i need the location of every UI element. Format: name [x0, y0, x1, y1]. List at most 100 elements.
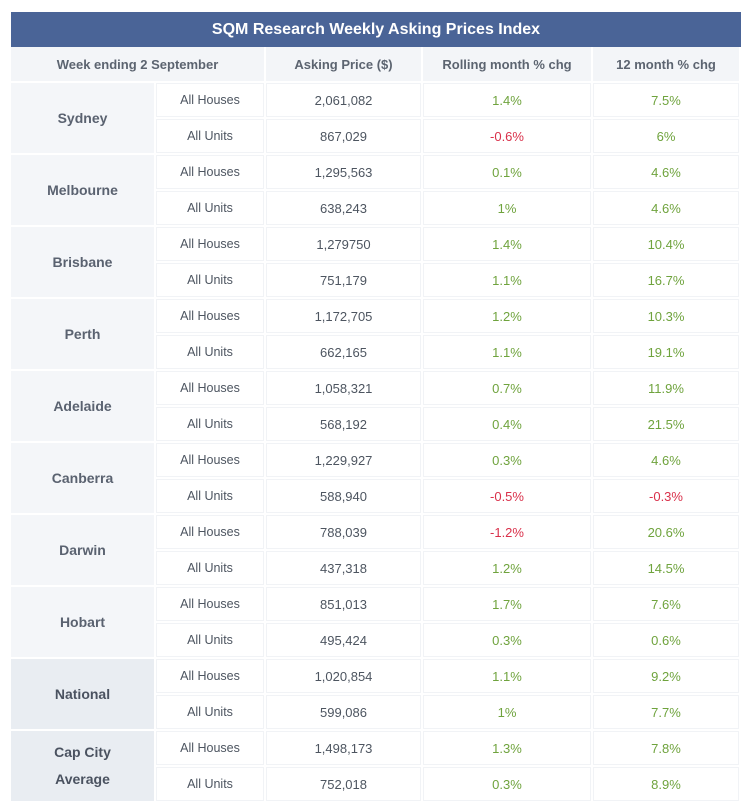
table-row: Darwin All Houses 788,039 -1.2% 20.6%: [11, 515, 741, 587]
twelve-month-change-cell: 20.6%: [593, 515, 741, 551]
rolling-month-change-cell: 1.2%: [423, 551, 593, 587]
asking-price-cell: 1,498,173: [266, 731, 423, 767]
twelve-month-change-cell: 7.8%: [593, 731, 741, 767]
twelve-month-change-cell: 21.5%: [593, 407, 741, 443]
rolling-month-change-cell: 1.2%: [423, 299, 593, 335]
rolling-month-change-cell: 0.7%: [423, 371, 593, 407]
city-cell: Darwin: [11, 515, 156, 587]
twelve-month-change-cell: 0.6%: [593, 623, 741, 659]
dwelling-type-cell: All Units: [156, 335, 266, 371]
asking-price-cell: 1,172,705: [266, 299, 423, 335]
asking-price-cell: 599,086: [266, 695, 423, 731]
dwelling-type-cell: All Houses: [156, 371, 266, 407]
twelve-month-change-cell: 8.9%: [593, 767, 741, 803]
asking-price-cell: 851,013: [266, 587, 423, 623]
asking-price-cell: 867,029: [266, 119, 423, 155]
dwelling-type-cell: All Units: [156, 767, 266, 803]
twelve-month-change-cell: 14.5%: [593, 551, 741, 587]
dwelling-type-cell: All Units: [156, 695, 266, 731]
dwelling-type-cell: All Units: [156, 191, 266, 227]
table-row: Sydney All Houses 2,061,082 1.4% 7.5%: [11, 83, 741, 155]
twelve-month-change-cell: 9.2%: [593, 659, 741, 695]
header-twelve-month: 12 month % chg: [593, 47, 741, 83]
dwelling-type-cell: All Houses: [156, 659, 266, 695]
table-row: National All Houses 1,020,854 1.1% 9.2%: [11, 659, 741, 731]
city-label-line: Average: [55, 771, 110, 787]
table-row: Brisbane All Houses 1,279750 1.4% 10.4%: [11, 227, 741, 299]
table-row: Hobart All Houses 851,013 1.7% 7.6%: [11, 587, 741, 659]
table-row: All Units 599,086 1% 7.7%: [11, 695, 741, 731]
dwelling-type-cell: All Units: [156, 551, 266, 587]
rolling-month-change-cell: 1.1%: [423, 335, 593, 371]
asking-price-cell: 788,039: [266, 515, 423, 551]
rolling-month-change-cell: 0.4%: [423, 407, 593, 443]
table-row: All Units 437,318 1.2% 14.5%: [11, 551, 741, 587]
dwelling-type-cell: All Units: [156, 263, 266, 299]
dwelling-type-cell: All Houses: [156, 227, 266, 263]
table-row: Adelaide All Houses 1,058,321 0.7% 11.9%: [11, 371, 741, 443]
rolling-month-change-cell: 1%: [423, 191, 593, 227]
twelve-month-change-cell: 10.3%: [593, 299, 741, 335]
asking-price-cell: 1,295,563: [266, 155, 423, 191]
dwelling-type-cell: All Houses: [156, 83, 266, 119]
asking-price-cell: 752,018: [266, 767, 423, 803]
table-row: Cap City Average All Houses 1,498,173 1.3% 7.…: [11, 731, 741, 803]
table-row: Melbourne All Houses 1,295,563 0.1% 4.6%: [11, 155, 741, 227]
rolling-month-change-cell: 1.4%: [423, 227, 593, 263]
twelve-month-change-cell: 4.6%: [593, 191, 741, 227]
city-label-line: Cap City: [54, 744, 111, 760]
table-row: Perth All Houses 1,172,705 1.2% 10.3%: [11, 299, 741, 371]
rolling-month-change-cell: 1.3%: [423, 731, 593, 767]
asking-price-cell: 662,165: [266, 335, 423, 371]
asking-price-cell: 568,192: [266, 407, 423, 443]
rolling-month-change-cell: 1.1%: [423, 659, 593, 695]
rolling-month-change-cell: -0.6%: [423, 119, 593, 155]
table-row: All Units 662,165 1.1% 19.1%: [11, 335, 741, 371]
table-row: All Units 495,424 0.3% 0.6%: [11, 623, 741, 659]
table-row: All Units 588,940 -0.5% -0.3%: [11, 479, 741, 515]
twelve-month-change-cell: 19.1%: [593, 335, 741, 371]
city-cell: Adelaide: [11, 371, 156, 443]
table-body: Sydney All Houses 2,061,082 1.4% 7.5% All Uni…: [11, 83, 741, 803]
dwelling-type-cell: All Units: [156, 623, 266, 659]
dwelling-type-cell: All Houses: [156, 587, 266, 623]
rolling-month-change-cell: 0.3%: [423, 767, 593, 803]
table-row: All Units 752,018 0.3% 8.9%: [11, 767, 741, 803]
asking-price-cell: 588,940: [266, 479, 423, 515]
twelve-month-change-cell: 11.9%: [593, 371, 741, 407]
rolling-month-change-cell: 1.4%: [423, 83, 593, 119]
dwelling-type-cell: All Houses: [156, 299, 266, 335]
dwelling-type-cell: All Units: [156, 407, 266, 443]
twelve-month-change-cell: 10.4%: [593, 227, 741, 263]
asking-prices-table: Week ending 2 September Asking Price ($)…: [11, 47, 741, 803]
dwelling-type-cell: All Houses: [156, 731, 266, 767]
rolling-month-change-cell: -0.5%: [423, 479, 593, 515]
asking-price-cell: 1,229,927: [266, 443, 423, 479]
twelve-month-change-cell: -0.3%: [593, 479, 741, 515]
twelve-month-change-cell: 7.5%: [593, 83, 741, 119]
table-row: All Units 638,243 1% 4.6%: [11, 191, 741, 227]
header-week: Week ending 2 September: [11, 47, 266, 83]
asking-prices-table-card: SQM Research Weekly Asking Prices Index …: [11, 12, 741, 803]
header-asking-price: Asking Price ($): [266, 47, 423, 83]
twelve-month-change-cell: 7.6%: [593, 587, 741, 623]
table-row: All Units 751,179 1.1% 16.7%: [11, 263, 741, 299]
rolling-month-change-cell: 1.7%: [423, 587, 593, 623]
table-row: All Units 568,192 0.4% 21.5%: [11, 407, 741, 443]
city-cell: Cap City Average: [11, 731, 156, 803]
city-cell: Melbourne: [11, 155, 156, 227]
city-cell: Canberra: [11, 443, 156, 515]
asking-price-cell: 1,020,854: [266, 659, 423, 695]
header-rolling-month: Rolling month % chg: [423, 47, 593, 83]
header-row: Week ending 2 September Asking Price ($)…: [11, 47, 741, 83]
asking-price-cell: 1,279750: [266, 227, 423, 263]
dwelling-type-cell: All Houses: [156, 443, 266, 479]
table-title: SQM Research Weekly Asking Prices Index: [11, 12, 741, 47]
city-cell: Hobart: [11, 587, 156, 659]
twelve-month-change-cell: 4.6%: [593, 443, 741, 479]
dwelling-type-cell: All Units: [156, 479, 266, 515]
table-row: All Units 867,029 -0.6% 6%: [11, 119, 741, 155]
asking-price-cell: 437,318: [266, 551, 423, 587]
rolling-month-change-cell: 1%: [423, 695, 593, 731]
asking-price-cell: 751,179: [266, 263, 423, 299]
